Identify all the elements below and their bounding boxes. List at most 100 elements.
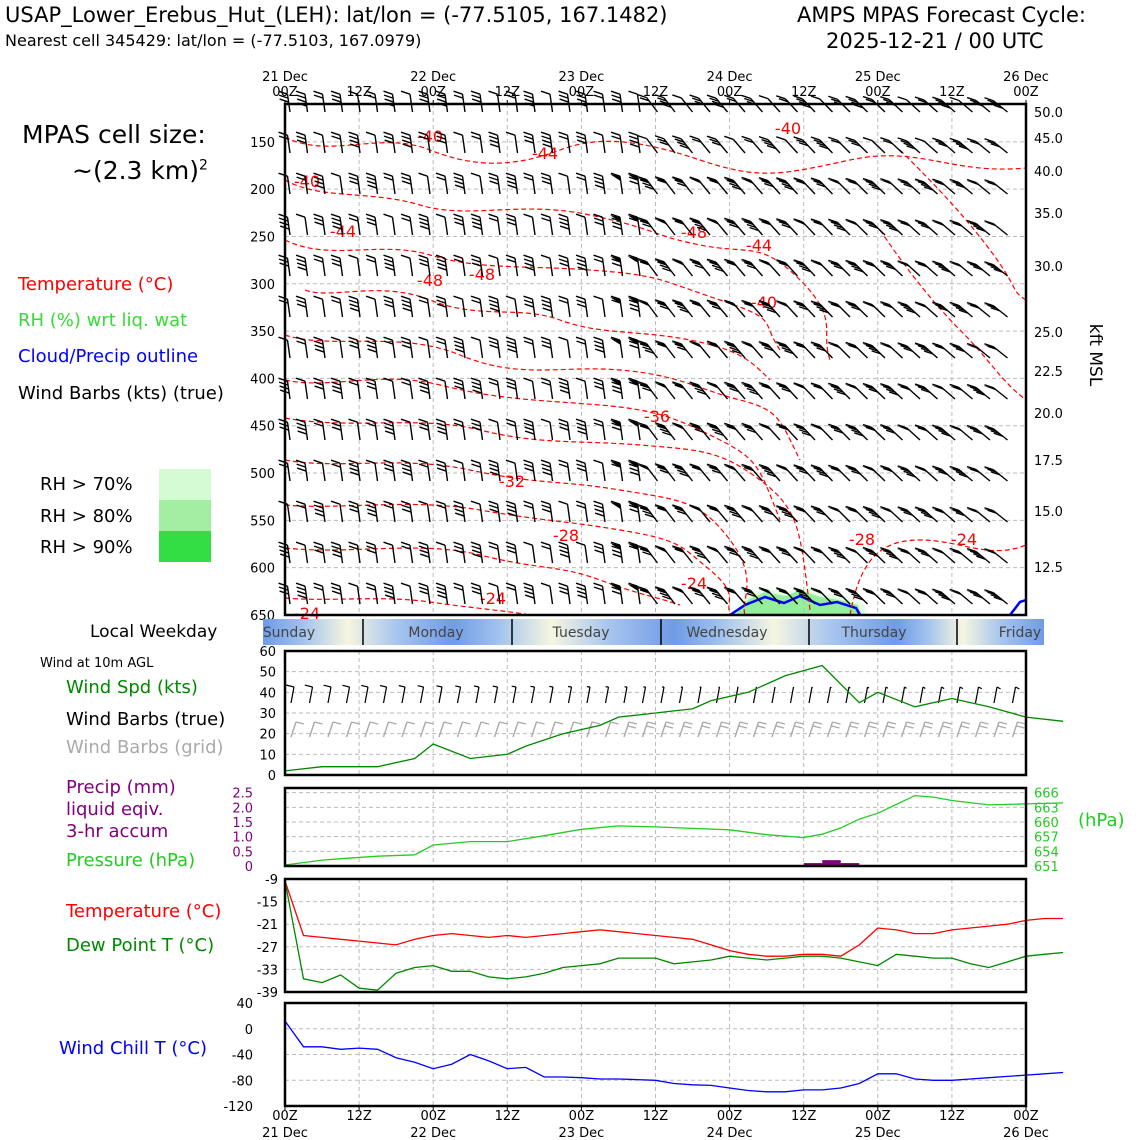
wind-barb-staff bbox=[496, 586, 501, 605]
wind-barb-feather bbox=[862, 300, 873, 306]
wind-barb bbox=[844, 218, 868, 236]
wind-barb-feather bbox=[706, 586, 717, 591]
wind-barb-feather bbox=[575, 336, 586, 341]
wind-barb-staff bbox=[321, 422, 326, 441]
wind-barb-feather bbox=[611, 549, 622, 554]
wind-barb bbox=[671, 422, 694, 441]
wind-barb-feather bbox=[384, 590, 394, 595]
wind-barb bbox=[966, 178, 991, 195]
wind-barb-feather bbox=[401, 467, 412, 472]
wind-barb-feather bbox=[593, 504, 604, 509]
wind-barb-feather bbox=[558, 254, 568, 259]
wind-barb-feather bbox=[505, 90, 516, 95]
wind-barb-feather bbox=[816, 306, 826, 311]
wind-barb-flag bbox=[879, 343, 893, 350]
wind-barb-feather bbox=[914, 588, 925, 593]
wind-barb bbox=[653, 422, 676, 441]
wind-barb-feather bbox=[523, 258, 534, 263]
wind-barb-feather bbox=[541, 135, 551, 140]
grid-barb-feather bbox=[794, 725, 803, 729]
wind-barb-flag bbox=[861, 425, 876, 432]
wind-barb-staff bbox=[636, 340, 641, 359]
wind-barb bbox=[400, 90, 414, 113]
wind-barb-feather bbox=[558, 377, 568, 382]
wind-barb bbox=[365, 172, 379, 195]
wind-barb-staff bbox=[391, 176, 396, 195]
wind-barb-feather bbox=[576, 463, 586, 468]
wind-barb bbox=[313, 459, 326, 482]
wind-barb-feather bbox=[793, 218, 803, 223]
wind-barb-feather bbox=[724, 258, 734, 263]
wind-barb-feather bbox=[558, 586, 569, 591]
surface-barb-true bbox=[789, 686, 795, 704]
wind-barb-flag bbox=[609, 543, 621, 551]
wind-barb bbox=[365, 541, 379, 564]
grid-barb-feather bbox=[517, 721, 527, 725]
wind-barb-feather bbox=[984, 302, 994, 307]
wind-barb bbox=[705, 176, 729, 195]
surface-barb-true bbox=[993, 686, 1001, 704]
wind-barb bbox=[879, 547, 903, 564]
wind-barb-feather bbox=[758, 299, 769, 305]
wind-barb-flag bbox=[931, 590, 946, 596]
wind-barb-staff bbox=[286, 258, 291, 277]
wind-barb-flag bbox=[896, 425, 911, 432]
wind-barb bbox=[810, 136, 834, 154]
wind-barb-staff bbox=[531, 340, 536, 359]
wind-barb-feather bbox=[576, 426, 587, 431]
wind-barb-feather bbox=[813, 139, 823, 144]
wind-barb-staff bbox=[906, 99, 921, 113]
wind-barb-feather bbox=[453, 213, 463, 218]
wind-barb bbox=[435, 172, 449, 195]
wind-barb-feather bbox=[523, 463, 534, 468]
rh-fill-70 bbox=[730, 587, 868, 615]
grid-barb-staff bbox=[401, 721, 408, 738]
wind-barb-feather bbox=[810, 587, 821, 592]
wind-barb-feather bbox=[672, 381, 682, 386]
wind-barb-feather bbox=[654, 258, 665, 263]
wind-barb-staff bbox=[698, 343, 711, 359]
wind-barb-feather bbox=[470, 172, 481, 177]
grid-barb-feather bbox=[795, 721, 804, 725]
surface-barb-feather bbox=[1015, 686, 1020, 690]
wind-barb-staff bbox=[479, 504, 484, 523]
surface-barb-staff bbox=[308, 686, 314, 704]
wind-barb bbox=[966, 547, 991, 564]
wind-barb bbox=[609, 418, 624, 441]
pressure-line bbox=[284, 794, 1064, 866]
wind-barb-feather bbox=[400, 131, 411, 136]
wind-barb bbox=[636, 175, 659, 195]
wind-barb-feather bbox=[741, 299, 751, 305]
wind-barb-feather bbox=[955, 306, 966, 312]
wind-barb-feather bbox=[987, 99, 997, 104]
wind-barb-feather bbox=[920, 388, 931, 394]
wind-barb-feather bbox=[593, 340, 604, 345]
wind-barb-staff bbox=[391, 217, 396, 236]
wind-barb-feather bbox=[914, 96, 925, 101]
wind-barb-feather bbox=[489, 467, 499, 472]
wind-barb-feather bbox=[524, 426, 534, 431]
wind-barb-feather bbox=[506, 258, 516, 263]
surface-barb-grid bbox=[900, 721, 915, 738]
wind-barb-feather bbox=[576, 299, 586, 304]
grid-barb-staff bbox=[715, 721, 723, 738]
wind-barb-feather bbox=[706, 217, 717, 222]
wind-barb-feather bbox=[833, 552, 844, 557]
bottom-tick-date-0: 21 Dec bbox=[262, 1126, 308, 1140]
wind-barb bbox=[914, 506, 938, 523]
wind-barb-feather bbox=[505, 500, 516, 505]
surface-barb-staff bbox=[789, 686, 795, 704]
surface-barb-staff bbox=[1011, 686, 1017, 704]
grid-barb-feather bbox=[332, 721, 342, 725]
wind-barb bbox=[861, 300, 886, 318]
wind-barb-staff bbox=[374, 340, 379, 359]
wind-barb-feather bbox=[654, 504, 665, 509]
wind-barb-feather bbox=[488, 459, 498, 464]
wind-barb-feather bbox=[672, 135, 682, 140]
wind-barb-flag bbox=[757, 342, 772, 349]
wind-barb-feather bbox=[781, 387, 791, 393]
wind-barb-feather bbox=[558, 295, 568, 300]
wind-barb bbox=[896, 465, 921, 482]
wind-barb bbox=[897, 137, 921, 154]
wind-barb-staff bbox=[584, 504, 589, 523]
